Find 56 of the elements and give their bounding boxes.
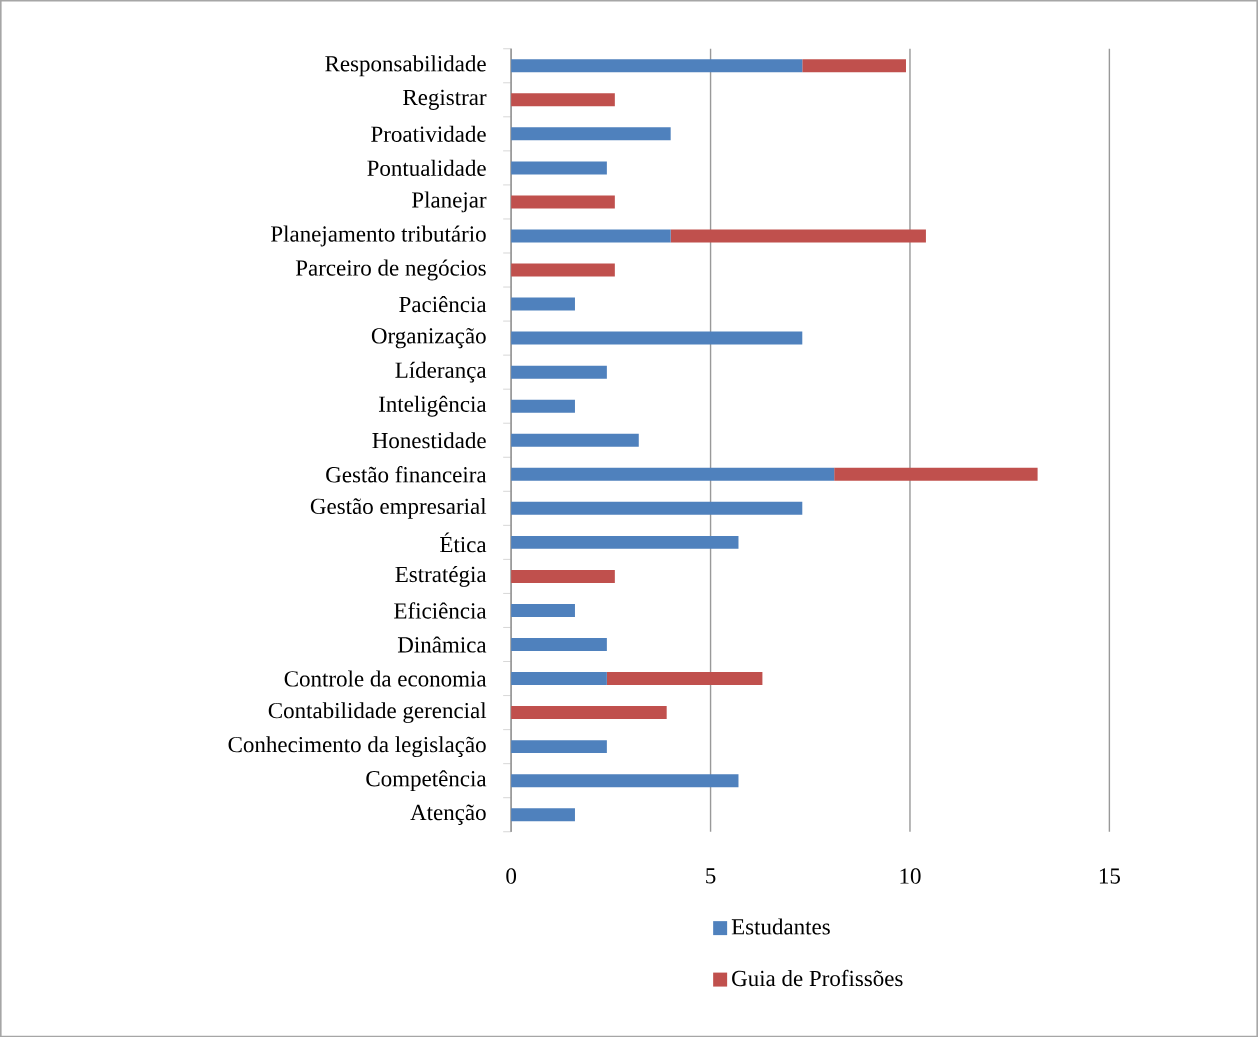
bar [511, 127, 671, 141]
bar [802, 59, 906, 73]
y-tick-label: Planejamento tributário [270, 225, 486, 247]
y-tick-label: Dinâmica [397, 636, 487, 653]
y-tick-label: Responsabilidade [325, 55, 486, 77]
bar [670, 229, 926, 243]
bar [511, 467, 835, 481]
bar [834, 467, 1038, 481]
bar [511, 705, 667, 719]
bar [606, 671, 763, 685]
bar [511, 501, 803, 515]
bar [511, 637, 607, 651]
bar [511, 603, 575, 617]
x-tick-label: 5 [706, 868, 716, 884]
bar [511, 59, 803, 73]
y-tick-label: Ética [440, 532, 487, 553]
bar [511, 433, 639, 447]
y-tick-label: Gestão financeira [326, 465, 487, 483]
bar [511, 263, 615, 277]
y-tick-label: Eficiência [394, 602, 487, 619]
bar [511, 535, 739, 549]
y-tick-label: Paciência [399, 295, 487, 313]
bar [511, 331, 803, 345]
bar [511, 93, 615, 107]
bar [511, 195, 615, 209]
y-tick-label: Proatividade [371, 125, 486, 142]
y-tick-label: Estratégia [395, 565, 487, 587]
legend-label: Estudantes [731, 918, 830, 935]
y-tick-label: Registrar [403, 89, 487, 110]
bar [511, 569, 615, 583]
bar [511, 365, 607, 379]
bar [511, 161, 607, 175]
bar [511, 297, 575, 311]
y-tick-label: Conhecimento da legislação [228, 736, 486, 757]
y-tick-label: Planejar [411, 191, 487, 213]
y-tick-label: Gestão empresarial [310, 497, 487, 519]
x-tick-label: 10 [900, 868, 921, 884]
x-tick-label: 0 [506, 868, 517, 884]
bar [511, 774, 739, 788]
y-tick-label: Pontualidade [367, 159, 486, 176]
y-tick-label: Contabilidade gerencial [268, 702, 487, 723]
y-tick-label: Honestidade [372, 432, 486, 449]
y-tick-label: Inteligência [378, 395, 487, 417]
legend-label: Guia de Profissões [732, 969, 903, 987]
bar [511, 229, 671, 243]
bar [511, 740, 607, 753]
y-tick-label: Parceiro de negócios [295, 259, 486, 281]
y-tick-label: Atenção [410, 804, 486, 825]
y-tick-label: Organização [371, 327, 486, 349]
y-tick-label: Controle da economia [284, 670, 487, 687]
x-tick-label: 15 [1099, 868, 1120, 884]
bar [511, 808, 575, 822]
y-tick-label: Líderança [395, 361, 487, 383]
y-tick-label: Competência [366, 770, 487, 791]
bar [511, 671, 607, 685]
bar [511, 399, 575, 413]
